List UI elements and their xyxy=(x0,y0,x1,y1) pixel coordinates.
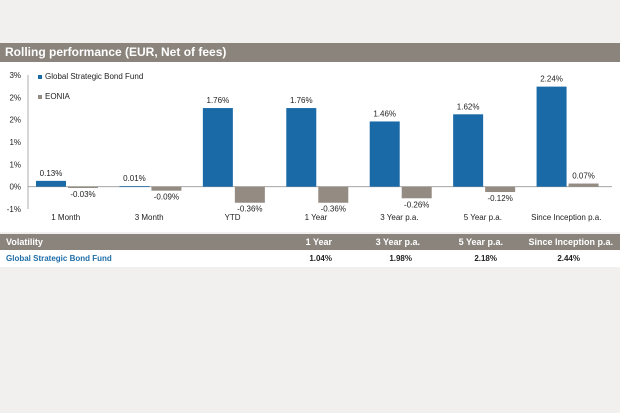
eonia-bar xyxy=(401,186,432,199)
legend-swatch-fund xyxy=(38,75,42,79)
category-label: 5 Year p.a. xyxy=(464,213,502,222)
y-tick-label: 2% xyxy=(9,116,21,125)
volatility-header-3-year: 3 Year p.a. xyxy=(375,237,420,247)
chart-header: Rolling performance (EUR, Net of fees) xyxy=(0,43,620,62)
eonia-data-label: -0.26% xyxy=(404,200,429,209)
volatility-1-year: 1.04% xyxy=(309,254,332,263)
eonia-data-label: -0.36% xyxy=(321,205,346,214)
eonia-bar xyxy=(68,186,98,189)
legend-swatch-eonia xyxy=(38,95,42,99)
category-label: 3 Month xyxy=(135,213,164,222)
fund-bar xyxy=(119,186,150,188)
category-label: 1 Year xyxy=(305,213,328,222)
fund-bar xyxy=(286,108,317,187)
volatility-since-inception: 2.44% xyxy=(557,254,580,263)
fund-data-label: 0.13% xyxy=(40,169,63,178)
volatility-header-1-year: 1 Year xyxy=(305,237,332,247)
volatility-header-5-year: 5 Year p.a. xyxy=(458,237,503,247)
fund-data-label: 1.46% xyxy=(373,109,396,118)
legend-label-eonia: EONIA xyxy=(45,92,71,101)
category-label: YTD xyxy=(225,213,241,222)
eonia-data-label: -0.36% xyxy=(237,205,262,214)
y-tick-label: 2% xyxy=(9,93,21,102)
y-tick-label: 1% xyxy=(9,160,21,169)
fund-data-label: 1.62% xyxy=(457,102,480,111)
volatility-data-row: Global Strategic Bond Fund 1.04% 1.98% 2… xyxy=(0,250,620,267)
eonia-bar xyxy=(568,183,599,187)
y-tick-label: 0% xyxy=(9,183,21,192)
fund-bar xyxy=(202,108,233,187)
fund-data-label: 1.76% xyxy=(290,96,313,105)
y-tick-label: 1% xyxy=(9,138,21,147)
eonia-data-label: 0.07% xyxy=(572,172,595,181)
volatility-header-label: Volatility xyxy=(6,237,43,247)
volatility-3-year: 1.98% xyxy=(389,254,412,263)
fund-bar xyxy=(369,121,400,187)
fund-bar xyxy=(453,114,484,187)
eonia-data-label: -0.09% xyxy=(154,193,179,202)
volatility-header-since-inception: Since Inception p.a. xyxy=(528,237,613,247)
eonia-data-label: -0.12% xyxy=(487,194,512,203)
category-label: Since Inception p.a. xyxy=(531,213,601,222)
fund-data-label: 2.24% xyxy=(540,75,563,84)
eonia-bar xyxy=(485,186,516,193)
fund-bar xyxy=(536,86,567,187)
bar-chart: -1% 0% 1% 1% 2% 2% 3% 0.13% -0.03% 1 Month 0.01% -0… xyxy=(7,71,612,222)
y-tick-label: 3% xyxy=(9,71,21,80)
eonia-bar xyxy=(318,186,349,203)
category-label: 3 Year p.a. xyxy=(380,213,418,222)
eonia-bar xyxy=(234,186,265,203)
chart-title: Rolling performance (EUR, Net of fees) xyxy=(5,45,227,59)
fund-data-label: 0.01% xyxy=(123,174,146,183)
category-label: 1 Month xyxy=(51,213,80,222)
eonia-bar xyxy=(151,186,182,191)
eonia-data-label: -0.03% xyxy=(70,190,95,199)
volatility-5-year: 2.18% xyxy=(474,254,497,263)
fund-data-label: 1.76% xyxy=(207,96,230,105)
fund-bar xyxy=(36,180,66,187)
y-tick-label: -1% xyxy=(7,205,21,214)
volatility-header-row: Volatility 1 Year 3 Year p.a. 5 Year p.a… xyxy=(0,234,620,250)
legend-label-fund: Global Strategic Bond Fund xyxy=(45,72,143,81)
volatility-fund-name: Global Strategic Bond Fund xyxy=(6,254,112,263)
